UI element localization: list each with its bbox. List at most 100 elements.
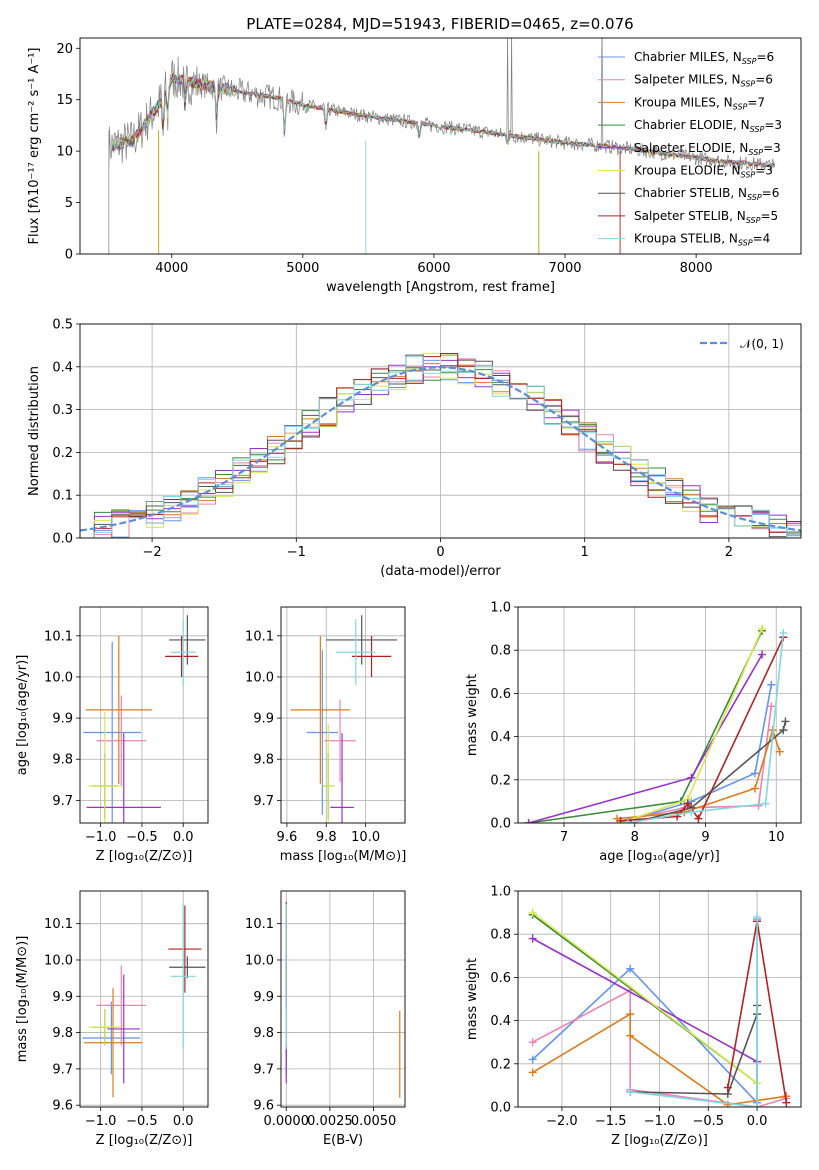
weight-marker — [687, 808, 696, 817]
legend-count: =4 — [753, 232, 771, 246]
legend-count: =5 — [760, 209, 778, 223]
x-axis-label: Z [log₁₀(Z/Z⊙)] — [611, 1133, 708, 1148]
y-tick-label: 0.0 — [490, 817, 511, 832]
weight_vs_Z-panel: −2.0 −1.5 −1.0 −0.5 0.0 0.0 0.2 0.4 0.6 0.8 1.0 Z [… — [465, 885, 802, 1148]
axes-frame — [79, 37, 802, 255]
x-axis-label: Z [log₁₀(Z/Z⊙)] — [96, 1133, 193, 1148]
y-tick-label: 0.2 — [490, 773, 511, 788]
weight-marker — [758, 650, 767, 659]
legend-entry: Salpeter MILES, NSSP=6 — [634, 73, 773, 89]
weight-line — [627, 684, 773, 822]
y-tick-label: 9.7 — [253, 1062, 274, 1077]
y-tick-label: 10.1 — [245, 917, 274, 932]
y-tick-label: 0.4 — [490, 730, 511, 745]
y-tick-label: 9.9 — [52, 712, 73, 727]
y-tick-label: 0.4 — [52, 360, 73, 375]
y-tick-label: 5 — [65, 196, 73, 211]
x-tick-label: 0.0 — [173, 830, 194, 845]
y-axis-label: mass [log₁₀(M/M⊙)] — [15, 936, 30, 1063]
x-tick-label: −1.0 — [644, 1114, 676, 1129]
y-tick-label: 10.1 — [44, 917, 73, 932]
axes-frame — [79, 890, 209, 1108]
normal-curve — [80, 366, 801, 532]
y-tick-label: 9.8 — [253, 1026, 274, 1041]
weight-marker — [775, 747, 784, 756]
x-tick-label: 0.0050 — [351, 1114, 397, 1129]
weight-line — [532, 937, 758, 1107]
y-tick-label: 0.8 — [490, 928, 511, 943]
legend-entry: Chabrier ELODIE, NSSP=3 — [634, 118, 782, 134]
residuals-panel: −2 −1 0 1 2 0.0 0.1 0.2 0.3 0.4 0.5 (data-model)/er… — [27, 318, 802, 579]
y-tick-label: 0.2 — [52, 446, 73, 461]
legend-entry: Salpeter ELODIE, NSSP=3 — [634, 141, 781, 157]
weight-marker — [524, 819, 533, 823]
weight-marker — [758, 624, 767, 633]
weight-marker — [528, 1055, 537, 1064]
age_vs_mass-panel: 9.6 9.8 10.0 9.7 9.8 9.9 10.0 10.1 mass [log₁₀(M… — [245, 606, 407, 864]
weight-line — [620, 636, 785, 822]
x-tick-label: 0.0025 — [307, 1114, 353, 1129]
y-tick-label: 9.6 — [253, 1099, 274, 1114]
legend-subscript: SSP — [747, 193, 762, 202]
x-tick-label: 0.0000 — [263, 1114, 309, 1129]
x-tick-label: 5000 — [286, 261, 319, 276]
legend-subscript: SSP — [733, 102, 748, 111]
y-axis-label: age [log₁₀(age/yr)] — [15, 655, 30, 776]
weight-line — [532, 911, 758, 1107]
legend-count: =7 — [747, 95, 765, 109]
residual-histogram — [80, 356, 801, 538]
y-tick-label: 9.9 — [253, 712, 274, 727]
plot-area — [524, 624, 790, 823]
x-tick-label: 6000 — [417, 261, 450, 276]
y-tick-label: 0 — [65, 248, 73, 263]
weight-marker — [753, 912, 762, 921]
mass_vs_Z-panel: −1.0 −0.5 0.0 9.6 9.7 9.8 9.9 10.0 10.1 Z [log₁₀(… — [15, 890, 209, 1148]
plot-area — [108, 38, 776, 254]
axes-frame — [280, 606, 406, 824]
spectrum-legend: Chabrier MILES, NSSP=6 Salpeter MILES, NS… — [598, 50, 782, 248]
weight-marker — [626, 964, 635, 973]
x-tick-label: 2 — [725, 545, 733, 560]
weight-line — [631, 721, 787, 823]
legend-entry: Kroupa MILES, NSSP=7 — [634, 95, 765, 111]
x-tick-label: −0.5 — [126, 1114, 158, 1129]
age_vs_Z-panel: −1.0 −0.5 0.0 9.7 9.8 9.9 10.0 10.1 Z [log₁₀(Z/Z… — [15, 606, 209, 864]
legend-count: =3 — [763, 141, 781, 155]
legend-subscript: SSP — [741, 80, 756, 89]
weight-line — [627, 632, 785, 823]
weight-marker — [751, 784, 760, 793]
y-tick-label: 9.8 — [52, 753, 73, 768]
y-tick-label: 0.6 — [490, 971, 511, 986]
axes-frame — [517, 606, 802, 824]
weight-marker — [528, 1038, 537, 1047]
x-axis-label: E(B-V) — [323, 1133, 363, 1148]
y-tick-label: 15 — [56, 93, 73, 108]
legend-entry: Kroupa STELIB, NSSP=4 — [634, 232, 770, 248]
weight-marker — [723, 1100, 732, 1107]
x-tick-label: 8 — [631, 830, 639, 845]
legend-subscript: SSP — [748, 148, 763, 157]
x-tick-label: −0.5 — [126, 830, 158, 845]
weight-marker — [767, 702, 776, 711]
legend-subscript: SSP — [746, 216, 761, 225]
legend-entry: Kroupa ELODIE, NSSP=3 — [634, 164, 773, 180]
x-axis-label: wavelength [Angstrom, rest frame] — [326, 280, 555, 295]
legend-entry: Salpeter STELIB, NSSP=5 — [634, 209, 778, 225]
x-axis-label: Z [log₁₀(Z/Z⊙)] — [96, 849, 193, 864]
weight_vs_age-panel: 7 8 9 10 0.0 0.2 0.4 0.6 0.8 1.0 age [log₁₀(age/yr… — [465, 601, 802, 864]
y-tick-label: 1.0 — [490, 885, 511, 900]
weight-marker — [782, 1098, 791, 1107]
legend-subscript: SSP — [742, 57, 757, 66]
x-tick-label: 9 — [701, 830, 709, 845]
x-tick-label: 10 — [768, 830, 785, 845]
weight-marker — [781, 717, 790, 726]
axes-frame — [79, 323, 802, 539]
legend-entry: 𝒩(0, 1) — [740, 337, 784, 351]
y-axis-label: mass weight — [465, 958, 480, 1040]
plot-area — [528, 908, 791, 1107]
y-tick-label: 10.0 — [245, 670, 274, 685]
y-tick-label: 0.0 — [490, 1101, 511, 1116]
x-axis-label: mass [log₁₀(M/M⊙)] — [280, 849, 407, 864]
y-tick-label: 0.4 — [490, 1014, 511, 1029]
